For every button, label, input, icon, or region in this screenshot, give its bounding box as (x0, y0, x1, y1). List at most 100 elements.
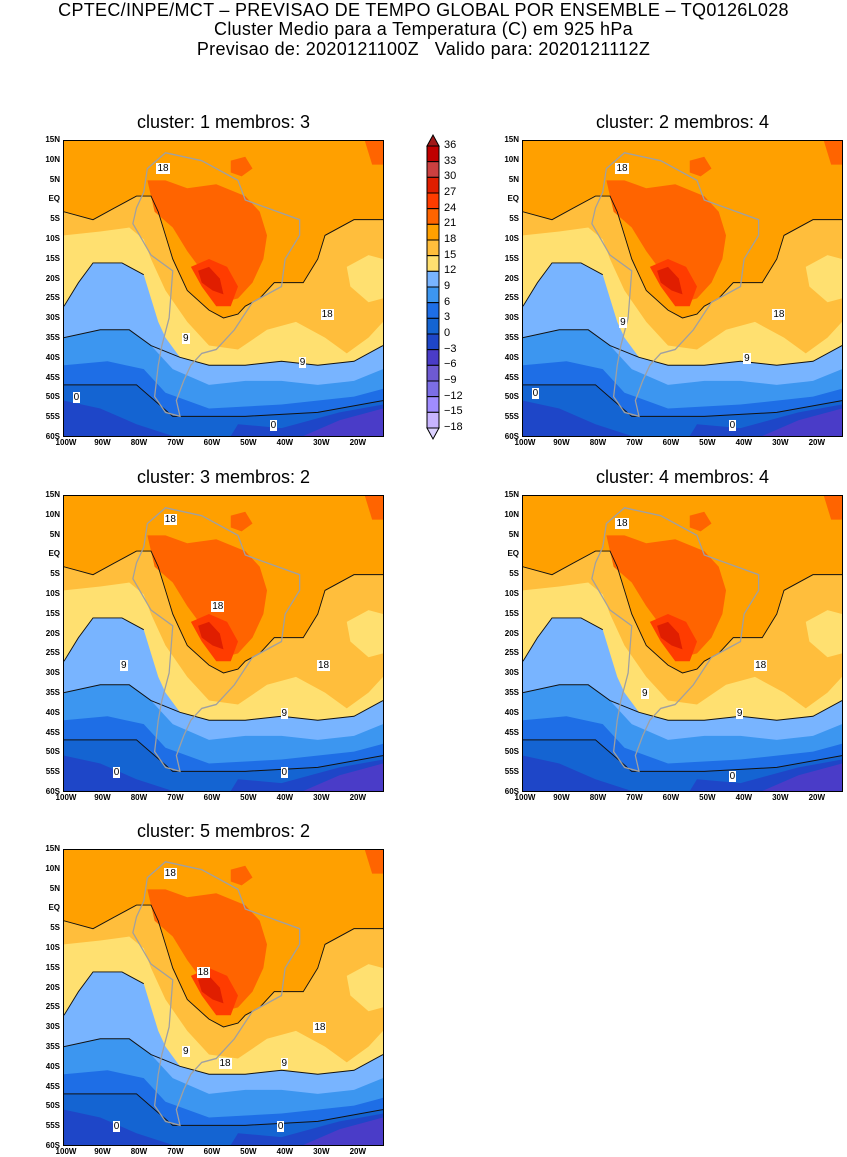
contour-label: 0 (280, 767, 289, 779)
contour-label: 9 (298, 356, 307, 368)
coastline (132, 152, 301, 418)
level-m3-0 (64, 400, 173, 436)
level-12-15-east (346, 610, 383, 658)
level-12-15-east (346, 964, 383, 1012)
lat-tick-label: 40S (504, 352, 519, 362)
colorbar-label: −3 (444, 342, 457, 355)
colorbar-swatch (426, 333, 440, 351)
lat-tick-label: 40S (45, 352, 60, 362)
colorbar-arrow-bottom (426, 427, 440, 441)
contour-label: 18 (156, 162, 170, 174)
contour-label: 18 (772, 309, 786, 321)
contour-label: 18 (754, 660, 768, 672)
contour-label: 0 (276, 1121, 285, 1133)
colorbar-label: −6 (444, 358, 457, 371)
colorbar-label: 24 (444, 201, 457, 214)
lat-tick-label: 5S (50, 214, 60, 224)
contour-9b (64, 329, 383, 366)
contour-label: 18 (316, 660, 331, 672)
contour-18 (523, 195, 842, 319)
lat-tick-label: EQ (48, 194, 60, 204)
colorbar-label: −12 (444, 389, 463, 402)
contour-9 (523, 617, 603, 662)
contour-0 (64, 739, 383, 772)
map-panel-cluster-1: 18 18 9 9 0 0 (63, 140, 384, 437)
lat-tick-label: 10S (45, 943, 60, 952)
level-27-30 (657, 621, 683, 650)
lon-tick-label: 20W (349, 438, 367, 447)
lon-tick-label: 50W (699, 793, 716, 802)
lon-tick-label: 100W (55, 793, 77, 802)
lat-tick-label: 20S (45, 273, 60, 283)
map-panel-cluster-4: 18 18 9 9 0 (522, 495, 843, 792)
colorbar-swatch (426, 286, 440, 304)
contour-18 (64, 195, 383, 319)
lat-tick-label: 30S (504, 668, 519, 678)
lat-tick-label: 10N (45, 863, 60, 873)
level-21-24-n2 (364, 141, 383, 165)
figure-title-line3: Previsao de: 2020121100Z Valido para: 20… (196, 39, 651, 59)
lon-tick-label: 70W (167, 793, 184, 802)
contour-18 (64, 904, 383, 1028)
level-m3-0 (523, 755, 632, 791)
lon-tick-label: 60W (662, 793, 680, 802)
lat-tick-label: 10S (504, 234, 519, 243)
lat-tick-label: 55S (504, 767, 519, 777)
colorbar-swatch (426, 411, 440, 429)
lat-tick-label: 45S (45, 1081, 60, 1091)
colorbar-swatch (426, 192, 440, 210)
lat-tick-label: 60S (45, 432, 60, 441)
lat-tick-label: 25S (45, 293, 60, 303)
level-27-30 (657, 266, 683, 295)
lon-tick-label: 100W (55, 1147, 77, 1156)
lat-tick-label: 30S (45, 1022, 60, 1032)
lat-tick-label: 25S (504, 648, 519, 658)
map-panel-cluster-3: 18 18 18 9 9 0 0 (63, 495, 384, 792)
lat-tick-label: 5N (49, 529, 60, 539)
lat-tick-label: 15N (45, 135, 60, 144)
lat-tick-label: 15N (504, 135, 519, 144)
contour-18 (523, 550, 842, 674)
contour-label: 0 (728, 420, 737, 432)
contour-label: 9 (619, 317, 627, 329)
lat-tick-label: 20S (45, 628, 60, 638)
level-m6-m3 (303, 1117, 383, 1145)
contour-label: 9 (743, 352, 751, 364)
lon-tick-label: 80W (130, 1147, 148, 1156)
contour-9b (64, 684, 383, 721)
temperature-map (64, 850, 383, 1145)
contour-label: 18 (615, 162, 629, 174)
colorbar-label: −9 (444, 374, 457, 386)
lon-tick-label: 40W (276, 793, 294, 802)
contour-label: 18 (163, 513, 177, 525)
lat-tick-label: 30S (45, 668, 60, 678)
level-21-24 (606, 180, 726, 303)
colorbar-label: −18 (444, 421, 463, 433)
lon-tick-label: 70W (626, 438, 643, 447)
lat-tick-label: 5N (508, 529, 519, 539)
lon-tick-label: 40W (276, 1147, 294, 1156)
lon-tick-label: 30W (772, 793, 789, 802)
lat-tick-label: 30S (504, 313, 519, 323)
lon-tick-label: 100W (514, 438, 536, 447)
contour-9 (64, 971, 144, 1016)
colorbar-label: 3 (444, 311, 451, 324)
temperature-map (523, 496, 842, 791)
lat-tick-label: 40S (504, 707, 519, 717)
contour-label: 18 (163, 867, 177, 879)
colorbar-label: 6 (444, 295, 451, 308)
coastline (132, 861, 301, 1127)
lon-tick-label: 80W (589, 438, 607, 447)
lat-tick-label: 5S (509, 569, 519, 579)
colorbar-swatch (426, 161, 440, 178)
level-12-15-east (805, 255, 842, 303)
lat-tick-label: 10N (504, 509, 519, 519)
contour-label: 18 (196, 966, 210, 978)
contour-label: 0 (112, 767, 121, 779)
lat-tick-label: 50S (504, 392, 519, 402)
lon-tick-label: 90W (94, 1147, 111, 1156)
contour-label: 9 (641, 688, 649, 699)
contour-label: 9 (280, 707, 289, 719)
level-m6-m3 (303, 408, 383, 436)
contour-label: 18 (313, 1022, 327, 1034)
